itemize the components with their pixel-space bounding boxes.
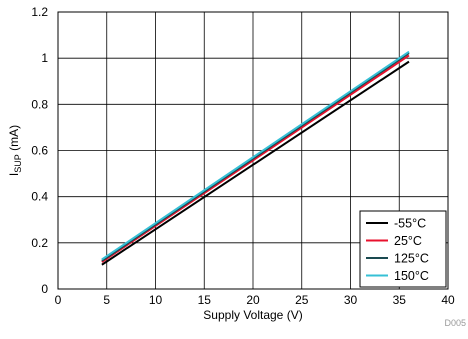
x-tick-label: 5 [103, 293, 110, 307]
series-line [101, 54, 410, 263]
x-tick-label: 40 [441, 293, 455, 307]
y-tick-label: 0 [41, 282, 48, 296]
series-line [101, 52, 410, 262]
y-tick-label: 0.2 [31, 236, 48, 250]
y-axis-title-sub: SUP [13, 154, 23, 173]
x-axis-title: Supply Voltage (V) [203, 308, 302, 322]
x-tick-labels: 0 5 10 15 20 25 30 35 40 [55, 293, 455, 307]
y-tick-label: 0.8 [31, 97, 48, 111]
series-layer [101, 50, 410, 266]
x-tick-label: 20 [246, 293, 260, 307]
series-line [101, 50, 410, 261]
legend-label: 125°C [394, 252, 429, 266]
x-tick-label: 25 [295, 293, 309, 307]
x-tick-label: 10 [149, 293, 163, 307]
y-tick-label: 0.4 [31, 190, 48, 204]
legend-label: 150°C [394, 269, 429, 283]
y-axis-title-main: I [7, 173, 21, 176]
x-tick-label: 35 [393, 293, 407, 307]
legend-label: -55°C [394, 217, 426, 231]
y-axis-title: ISUP (mA) [7, 125, 23, 176]
legend-label: 25°C [394, 234, 422, 248]
y-axis-title-unit: (mA) [7, 125, 21, 154]
y-tick-labels: 0 0.2 0.4 0.6 0.8 1 1.2 [31, 5, 48, 296]
series-line [101, 60, 410, 266]
grid [58, 12, 448, 289]
y-tick-label: 1.2 [31, 5, 48, 19]
plot-frame [57, 11, 449, 290]
y-tick-label: 0.6 [31, 144, 48, 158]
y-tick-label: 1 [41, 51, 48, 65]
legend: -55°C 25°C 125°C 150°C [359, 210, 447, 288]
figure-id: D005 [444, 318, 466, 328]
x-tick-label: 0 [55, 293, 62, 307]
x-tick-label: 30 [344, 293, 358, 307]
x-tick-label: 15 [198, 293, 212, 307]
